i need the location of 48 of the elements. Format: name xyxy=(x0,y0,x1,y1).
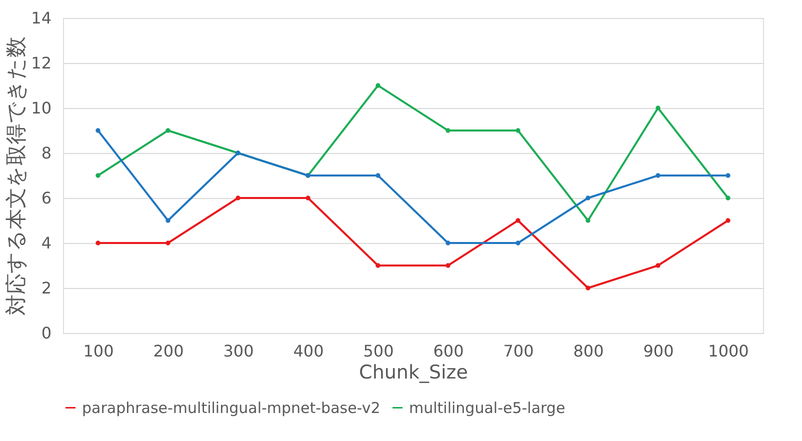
point xyxy=(516,128,520,133)
point xyxy=(166,218,170,223)
x-tick-label: 800 xyxy=(573,342,604,360)
point xyxy=(166,240,170,246)
x-axis-title: Chunk_Size xyxy=(359,362,468,384)
y-axis-title: 対応する本文を取得できた数 xyxy=(4,36,28,316)
x-tick-label: 400 xyxy=(293,342,324,360)
x-tick-label: 600 xyxy=(433,342,464,360)
x-tick-label: 300 xyxy=(223,342,254,360)
y-tick-label: 10 xyxy=(31,98,52,118)
point xyxy=(236,196,240,200)
point xyxy=(586,286,590,290)
point xyxy=(726,196,730,200)
point xyxy=(96,240,100,246)
point xyxy=(306,196,310,200)
point xyxy=(586,196,590,200)
point xyxy=(656,106,660,110)
point xyxy=(376,263,380,268)
x-tick-label: 200 xyxy=(153,342,184,360)
legend-label: multilingual-e5-large xyxy=(409,398,566,417)
point xyxy=(656,173,660,178)
point xyxy=(446,128,450,133)
y-tick-label: 12 xyxy=(31,54,52,72)
point xyxy=(446,240,450,246)
x-tick-label: 900 xyxy=(643,342,674,360)
point xyxy=(376,173,380,178)
point xyxy=(516,240,520,246)
x-tick-label: 700 xyxy=(503,342,534,360)
y-tick-label: 8 xyxy=(41,144,52,162)
legend-label: paraphrase-multilingual-mpnet-base-v2 xyxy=(82,398,380,417)
y-tick-label: 0 xyxy=(41,324,52,342)
point xyxy=(446,263,450,268)
point xyxy=(656,263,660,268)
point xyxy=(166,128,170,133)
point xyxy=(726,218,730,223)
point xyxy=(726,173,730,178)
x-tick-label: 500 xyxy=(363,342,394,360)
x-tick-label: 1000 xyxy=(708,342,749,360)
point xyxy=(96,128,100,133)
point xyxy=(96,173,100,178)
y-tick-label: 2 xyxy=(41,278,52,298)
point xyxy=(516,218,520,223)
x-tick-label: 100 xyxy=(83,342,114,360)
point xyxy=(376,83,380,88)
y-tick-label: 6 xyxy=(41,188,52,208)
point xyxy=(586,218,590,223)
y-tick-label: 4 xyxy=(41,234,52,252)
y-tick-label: 14 xyxy=(31,8,52,28)
